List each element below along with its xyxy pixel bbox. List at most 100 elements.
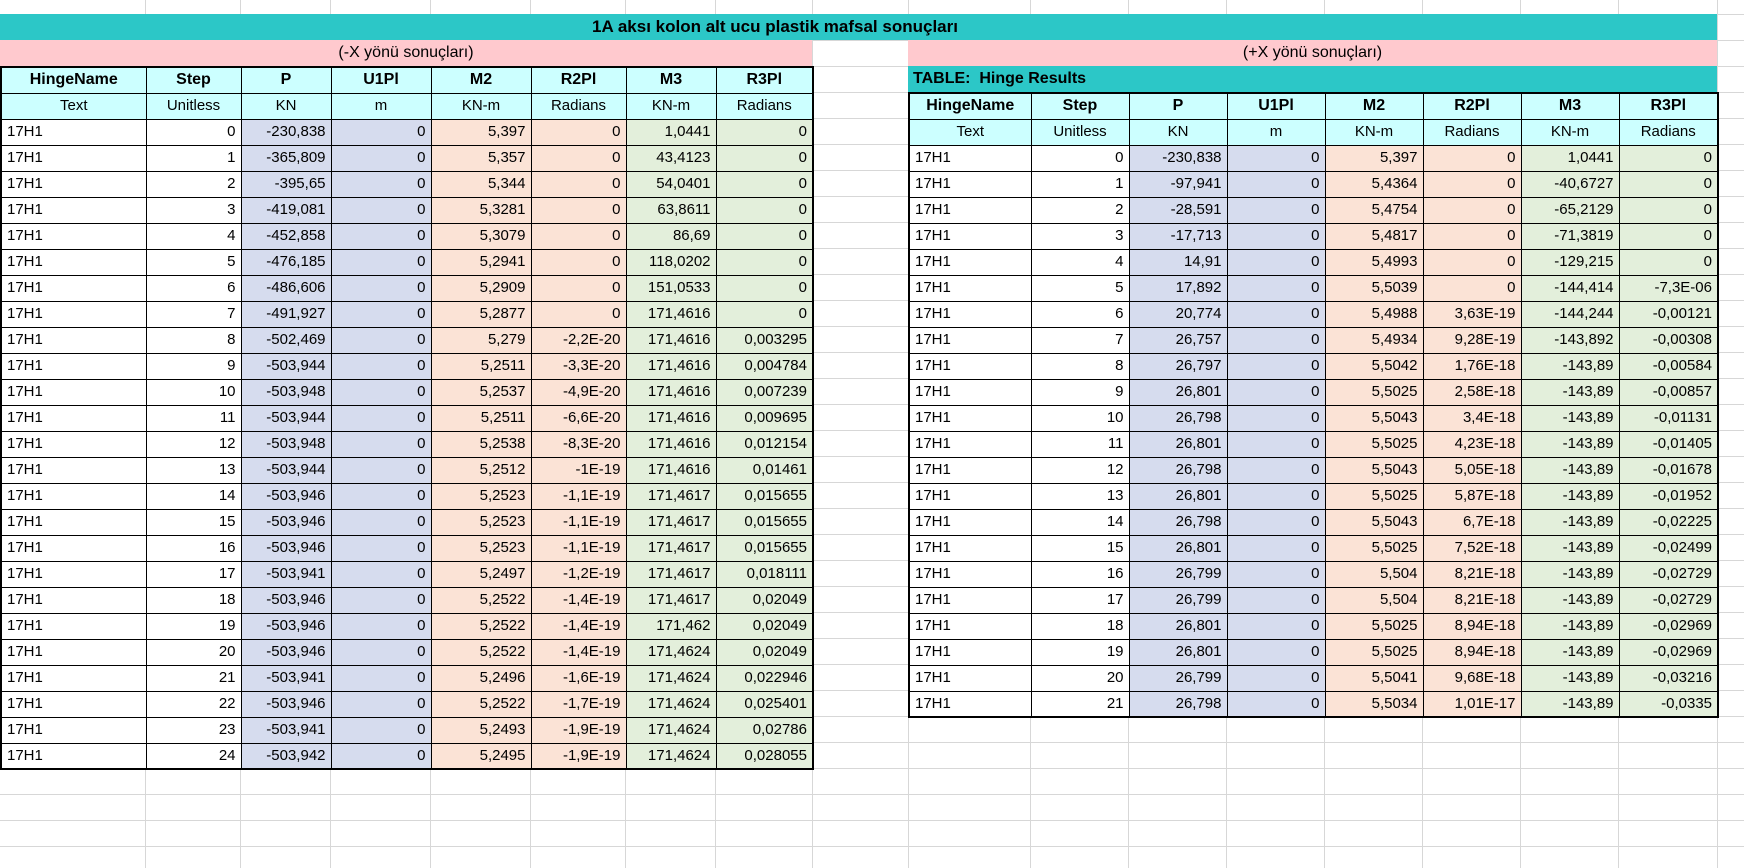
cell[interactable]: -28,591 bbox=[1128, 196, 1228, 224]
unit-cell[interactable]: Radians bbox=[1422, 118, 1522, 146]
cell[interactable]: -1,4E-19 bbox=[530, 586, 627, 614]
cell[interactable]: 5,2495 bbox=[430, 742, 532, 770]
cell[interactable]: 0 bbox=[330, 560, 432, 588]
cell[interactable]: -365,809 bbox=[240, 144, 332, 172]
cell[interactable]: -503,946 bbox=[240, 586, 332, 614]
cell[interactable]: -0,02499 bbox=[1618, 534, 1719, 562]
cell[interactable]: 4 bbox=[1030, 248, 1130, 276]
cell[interactable]: -97,941 bbox=[1128, 170, 1228, 198]
cell[interactable]: -0,02225 bbox=[1618, 508, 1719, 536]
cell[interactable]: -0,01678 bbox=[1618, 456, 1719, 484]
cell[interactable]: 0 bbox=[715, 248, 814, 276]
cell[interactable]: 0,02786 bbox=[715, 716, 814, 744]
cell[interactable]: 0 bbox=[330, 404, 432, 432]
cell[interactable]: 171,462 bbox=[625, 612, 717, 640]
cell[interactable]: 5,2877 bbox=[430, 300, 532, 328]
cell[interactable]: 17H1 bbox=[0, 404, 147, 432]
cell[interactable]: 43,4123 bbox=[625, 144, 717, 172]
column-header[interactable]: R3Pl bbox=[715, 66, 814, 94]
cell[interactable]: 0,012154 bbox=[715, 430, 814, 458]
cell[interactable]: 0 bbox=[330, 300, 432, 328]
cell[interactable]: 5,05E-18 bbox=[1422, 456, 1522, 484]
cell[interactable]: 0,015655 bbox=[715, 534, 814, 562]
cell[interactable]: 21 bbox=[1030, 690, 1130, 718]
cell[interactable]: 17H1 bbox=[908, 144, 1032, 172]
cell[interactable]: -503,948 bbox=[240, 378, 332, 406]
cell[interactable]: 171,4624 bbox=[625, 638, 717, 666]
cell[interactable]: 0 bbox=[715, 144, 814, 172]
cell[interactable]: 0,009695 bbox=[715, 404, 814, 432]
cell[interactable]: -1,1E-19 bbox=[530, 508, 627, 536]
unit-cell[interactable]: Text bbox=[0, 92, 147, 120]
cell[interactable]: 5,2522 bbox=[430, 586, 532, 614]
cell[interactable]: 5,2511 bbox=[430, 352, 532, 380]
cell[interactable]: -143,89 bbox=[1520, 560, 1620, 588]
cell[interactable]: 0 bbox=[330, 378, 432, 406]
cell[interactable]: 6 bbox=[1030, 300, 1130, 328]
cell[interactable]: 17 bbox=[145, 560, 242, 588]
cell[interactable]: -143,89 bbox=[1520, 690, 1620, 718]
cell[interactable]: 0 bbox=[715, 222, 814, 250]
cell[interactable]: -503,946 bbox=[240, 638, 332, 666]
cell[interactable]: 0 bbox=[530, 170, 627, 198]
cell[interactable]: 1,0441 bbox=[625, 118, 717, 146]
unit-cell[interactable]: m bbox=[330, 92, 432, 120]
cell[interactable]: 0 bbox=[330, 222, 432, 250]
cell[interactable]: -143,89 bbox=[1520, 638, 1620, 666]
cell[interactable]: -17,713 bbox=[1128, 222, 1228, 250]
cell[interactable]: 17H1 bbox=[908, 300, 1032, 328]
cell[interactable]: 17H1 bbox=[0, 378, 147, 406]
cell[interactable]: 20 bbox=[1030, 664, 1130, 692]
cell[interactable]: 0 bbox=[330, 430, 432, 458]
cell[interactable]: 5,5025 bbox=[1324, 430, 1424, 458]
cell[interactable]: 26,798 bbox=[1128, 508, 1228, 536]
cell[interactable]: 0 bbox=[1226, 664, 1326, 692]
cell[interactable]: 17H1 bbox=[0, 508, 147, 536]
cell[interactable]: -7,3E-06 bbox=[1618, 274, 1719, 302]
cell[interactable]: 0 bbox=[715, 274, 814, 302]
cell[interactable]: 12 bbox=[1030, 456, 1130, 484]
cell[interactable]: 10 bbox=[1030, 404, 1130, 432]
cell[interactable]: 26,801 bbox=[1128, 638, 1228, 666]
cell[interactable]: 17H1 bbox=[908, 664, 1032, 692]
cell[interactable]: -503,948 bbox=[240, 430, 332, 458]
cell[interactable]: -143,89 bbox=[1520, 508, 1620, 536]
cell[interactable]: 171,4616 bbox=[625, 352, 717, 380]
cell[interactable]: -143,89 bbox=[1520, 378, 1620, 406]
cell[interactable]: 0 bbox=[530, 248, 627, 276]
cell[interactable]: -503,941 bbox=[240, 716, 332, 744]
cell[interactable]: 5,2523 bbox=[430, 534, 532, 562]
cell[interactable]: 2 bbox=[1030, 196, 1130, 224]
cell[interactable]: 1 bbox=[1030, 170, 1130, 198]
cell[interactable]: 0 bbox=[1226, 326, 1326, 354]
cell[interactable]: 0,015655 bbox=[715, 508, 814, 536]
cell[interactable]: 17H1 bbox=[0, 716, 147, 744]
cell[interactable]: 5,2512 bbox=[430, 456, 532, 484]
cell[interactable]: 20 bbox=[145, 638, 242, 666]
cell[interactable]: -143,89 bbox=[1520, 482, 1620, 510]
cell[interactable]: 19 bbox=[145, 612, 242, 640]
cell[interactable]: 0 bbox=[330, 586, 432, 614]
cell[interactable]: -71,3819 bbox=[1520, 222, 1620, 250]
cell[interactable]: -1,1E-19 bbox=[530, 482, 627, 510]
cell[interactable]: 5,2941 bbox=[430, 248, 532, 276]
cell[interactable]: 6 bbox=[145, 274, 242, 302]
cell[interactable]: 5,4988 bbox=[1324, 300, 1424, 328]
cell[interactable]: 5,5041 bbox=[1324, 664, 1424, 692]
cell[interactable]: 9,68E-18 bbox=[1422, 664, 1522, 692]
cell[interactable]: 17H1 bbox=[908, 560, 1032, 588]
cell[interactable]: 0 bbox=[1226, 560, 1326, 588]
sheet-title-bar[interactable]: 1A aksı kolon alt ucu plastik mafsal son… bbox=[0, 14, 1717, 40]
cell[interactable]: 171,4617 bbox=[625, 508, 717, 536]
cell[interactable]: 17H1 bbox=[0, 742, 147, 770]
unit-cell[interactable]: Text bbox=[908, 118, 1032, 146]
cell[interactable]: 63,8611 bbox=[625, 196, 717, 224]
cell[interactable]: 5,2493 bbox=[430, 716, 532, 744]
cell[interactable]: -503,944 bbox=[240, 456, 332, 484]
cell[interactable]: 0,003295 bbox=[715, 326, 814, 354]
cell[interactable]: 5,2522 bbox=[430, 638, 532, 666]
cell[interactable]: 2,58E-18 bbox=[1422, 378, 1522, 406]
cell[interactable]: 8,94E-18 bbox=[1422, 638, 1522, 666]
cell[interactable]: -143,89 bbox=[1520, 404, 1620, 432]
cell[interactable]: 0 bbox=[1226, 690, 1326, 718]
